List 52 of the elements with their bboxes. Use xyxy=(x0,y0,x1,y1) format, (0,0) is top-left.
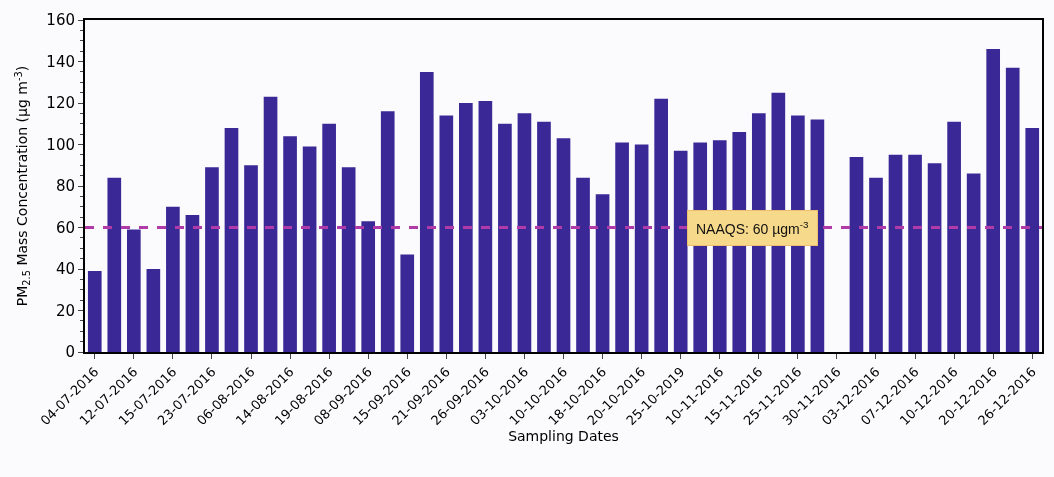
y-tick-label: 160 xyxy=(46,11,75,30)
y-tick-label: 60 xyxy=(55,218,75,237)
y-tick-label: 80 xyxy=(55,177,75,196)
bar xyxy=(263,96,278,352)
bar xyxy=(126,229,141,352)
bar xyxy=(634,144,649,352)
bar xyxy=(459,103,473,352)
y-tick-label: 0 xyxy=(65,343,75,362)
bar xyxy=(87,271,102,352)
bar xyxy=(654,98,668,352)
bar xyxy=(146,269,161,352)
bar xyxy=(849,156,864,352)
bar xyxy=(400,254,415,352)
bar xyxy=(615,142,629,352)
bar xyxy=(576,177,590,352)
bar xyxy=(927,163,942,352)
bar xyxy=(517,113,532,352)
bar xyxy=(556,138,571,352)
bar xyxy=(361,221,376,352)
y-tick-label: 20 xyxy=(55,301,75,320)
bar xyxy=(341,167,356,352)
bar xyxy=(869,177,883,352)
bar xyxy=(595,194,610,352)
y-tick-label: 100 xyxy=(46,135,75,154)
bar xyxy=(380,111,395,352)
bar xyxy=(888,154,903,352)
bar xyxy=(244,165,258,352)
bar xyxy=(322,123,336,352)
bar xyxy=(439,115,454,352)
bar xyxy=(947,121,961,352)
bar xyxy=(224,127,239,352)
y-tick-label: 140 xyxy=(46,52,75,71)
bar xyxy=(537,121,551,352)
bar xyxy=(498,123,512,352)
bar xyxy=(478,100,493,352)
x-axis-title: Sampling Dates xyxy=(508,428,619,445)
bar xyxy=(673,150,688,352)
bar xyxy=(966,173,981,352)
bar xyxy=(283,136,297,352)
bar xyxy=(908,154,922,352)
bar xyxy=(1005,67,1020,352)
y-tick-label: 120 xyxy=(46,94,75,113)
bar xyxy=(302,146,317,352)
bar xyxy=(107,177,122,352)
ref-line-label: NAAQS: 60 µgm$^{-3}$ xyxy=(696,219,810,237)
bar xyxy=(185,215,200,352)
bar xyxy=(419,71,434,352)
bar xyxy=(205,167,219,352)
bar xyxy=(166,206,180,352)
bar xyxy=(986,49,1001,352)
bar xyxy=(1025,127,1040,352)
y-tick-label: 40 xyxy=(55,260,75,279)
